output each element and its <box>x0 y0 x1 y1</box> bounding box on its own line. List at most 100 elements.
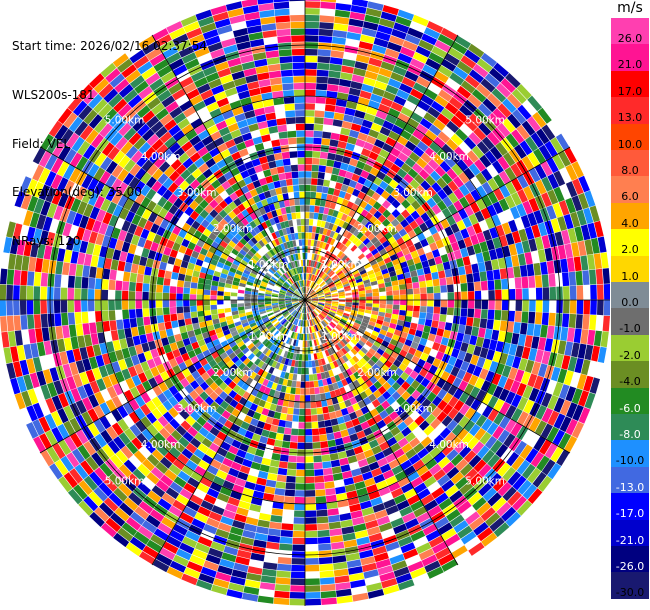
velocity-gate <box>91 452 105 467</box>
velocity-gate <box>115 239 124 251</box>
velocity-gate <box>261 162 270 171</box>
velocity-gate <box>305 218 310 226</box>
velocity-gate <box>534 164 547 180</box>
velocity-gate <box>214 249 223 257</box>
velocity-gate <box>406 333 415 342</box>
velocity-gate <box>366 455 377 465</box>
velocity-gate <box>40 200 51 216</box>
velocity-gate <box>189 256 197 265</box>
velocity-gate <box>590 300 597 315</box>
velocity-gate <box>290 317 295 324</box>
velocity-gate <box>128 132 142 146</box>
velocity-gate <box>274 439 283 448</box>
velocity-gate <box>342 362 350 371</box>
velocity-gate <box>317 304 324 308</box>
velocity-gate <box>501 506 517 522</box>
velocity-gate <box>382 469 395 480</box>
velocity-gate <box>383 498 397 509</box>
velocity-gate <box>468 132 482 145</box>
velocity-gate <box>274 152 283 161</box>
velocity-gate <box>201 152 213 163</box>
velocity-gate <box>295 483 305 490</box>
velocity-gate <box>313 332 318 339</box>
velocity-gate <box>208 329 217 337</box>
velocity-gate <box>349 234 356 242</box>
velocity-gate <box>57 192 69 208</box>
velocity-gate <box>265 303 272 307</box>
velocity-gate <box>355 316 363 322</box>
velocity-gate <box>389 322 397 330</box>
velocity-gate <box>475 252 484 263</box>
velocity-gate <box>212 11 229 22</box>
velocity-gate <box>100 198 111 212</box>
velocity-gate <box>397 454 409 465</box>
velocity-gate <box>392 285 400 291</box>
velocity-gate <box>118 432 131 446</box>
velocity-gate <box>416 140 429 152</box>
velocity-gate <box>381 578 398 589</box>
velocity-gate <box>261 393 269 402</box>
velocity-gate <box>406 94 420 106</box>
velocity-gate <box>487 454 501 468</box>
velocity-gate <box>172 365 182 375</box>
velocity-gate <box>404 366 413 376</box>
velocity-gate <box>537 249 547 263</box>
velocity-gate <box>385 308 393 314</box>
velocity-gate <box>156 444 169 457</box>
velocity-gate <box>348 87 361 97</box>
velocity-gate <box>578 193 589 210</box>
velocity-gate <box>162 46 178 59</box>
velocity-gate <box>356 281 364 286</box>
velocity-gate <box>234 113 246 123</box>
velocity-gate <box>266 251 273 258</box>
velocity-gate <box>392 290 400 296</box>
velocity-gate <box>305 435 313 443</box>
velocity-gate <box>362 318 370 325</box>
velocity-gate <box>169 58 185 71</box>
velocity-gate <box>420 287 427 294</box>
velocity-gate <box>77 335 86 348</box>
velocity-gate <box>407 494 421 506</box>
velocity-gate <box>324 290 331 294</box>
velocity-gate <box>210 5 228 16</box>
velocity-gate <box>432 434 445 446</box>
velocity-gate <box>77 140 91 156</box>
velocity-gate <box>379 126 391 137</box>
velocity-gate <box>407 229 417 239</box>
velocity-gate <box>373 176 383 186</box>
velocity-gate <box>388 179 399 189</box>
velocity-gate <box>78 480 93 496</box>
velocity-gate <box>328 70 341 79</box>
velocity-gate <box>332 424 341 433</box>
velocity-gate <box>244 266 252 273</box>
velocity-gate <box>102 212 113 225</box>
velocity-gate <box>258 352 265 361</box>
velocity-gate <box>317 278 322 285</box>
velocity-gate <box>463 136 477 150</box>
velocity-gate <box>371 344 379 352</box>
velocity-gate <box>254 107 266 117</box>
velocity-gate <box>209 481 222 493</box>
velocity-gate <box>429 264 438 273</box>
velocity-gate <box>401 247 410 256</box>
velocity-gate <box>511 408 523 422</box>
velocity-gate <box>491 259 500 270</box>
velocity-gate <box>209 382 219 391</box>
velocity-gate <box>254 143 265 152</box>
velocity-gate <box>239 465 251 475</box>
velocity-gate <box>117 405 129 419</box>
velocity-gate <box>359 296 366 300</box>
velocity-gate <box>134 180 146 193</box>
velocity-gate <box>45 430 58 446</box>
velocity-gate <box>310 185 317 192</box>
velocity-gate <box>329 246 336 253</box>
velocity-gate <box>332 265 339 272</box>
velocity-gate <box>338 169 347 178</box>
velocity-gate <box>508 343 518 356</box>
velocity-gate <box>229 64 243 74</box>
velocity-gate <box>580 255 589 271</box>
velocity-gate <box>500 78 516 93</box>
velocity-gate <box>210 300 217 305</box>
velocity-gate <box>299 198 305 205</box>
velocity-gate <box>271 418 280 426</box>
